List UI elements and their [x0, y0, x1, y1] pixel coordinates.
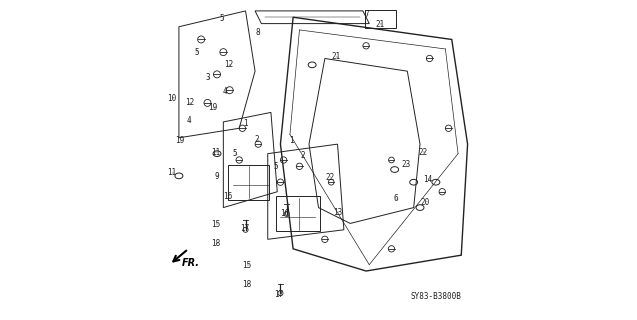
Text: 11: 11: [211, 148, 220, 156]
Text: 23: 23: [401, 160, 410, 169]
Text: 6: 6: [394, 194, 399, 203]
Text: 5: 5: [273, 162, 278, 171]
Text: 17: 17: [274, 290, 283, 299]
Text: 21: 21: [376, 20, 385, 29]
Text: 4: 4: [222, 87, 227, 96]
Text: 12: 12: [224, 60, 234, 69]
Text: 18: 18: [243, 280, 252, 289]
Text: 12: 12: [185, 99, 194, 108]
Text: 2: 2: [254, 135, 259, 144]
Circle shape: [243, 227, 248, 232]
Text: 21: 21: [331, 52, 341, 61]
Text: 10: 10: [168, 94, 176, 103]
Text: 14: 14: [424, 174, 433, 184]
Text: 22: 22: [325, 173, 334, 182]
Text: 4: 4: [187, 116, 192, 125]
Text: 2: 2: [300, 151, 305, 160]
Text: 8: 8: [256, 28, 261, 37]
Text: 9: 9: [214, 172, 218, 181]
Text: 5: 5: [219, 14, 224, 23]
Text: 5: 5: [233, 149, 238, 158]
Text: 19: 19: [175, 136, 184, 146]
Circle shape: [278, 291, 283, 296]
Text: 20: 20: [420, 198, 429, 207]
Text: FR.: FR.: [182, 258, 200, 268]
Text: 1: 1: [243, 119, 248, 128]
Text: 18: 18: [211, 239, 220, 248]
Text: 22: 22: [419, 148, 428, 156]
Text: 3: 3: [206, 73, 210, 82]
Text: 19: 19: [208, 103, 218, 112]
Text: SY83-B3800B: SY83-B3800B: [410, 292, 461, 301]
Text: 15: 15: [211, 220, 220, 228]
Text: 1: 1: [289, 136, 294, 145]
Circle shape: [284, 212, 289, 216]
Text: 13: 13: [333, 208, 342, 217]
Text: 11: 11: [168, 168, 176, 177]
Text: 7: 7: [364, 10, 369, 19]
Text: 17: 17: [240, 224, 250, 233]
Text: 16: 16: [223, 192, 233, 201]
Text: 15: 15: [243, 261, 252, 270]
Text: 16: 16: [280, 209, 289, 219]
Text: 5: 5: [194, 48, 199, 57]
